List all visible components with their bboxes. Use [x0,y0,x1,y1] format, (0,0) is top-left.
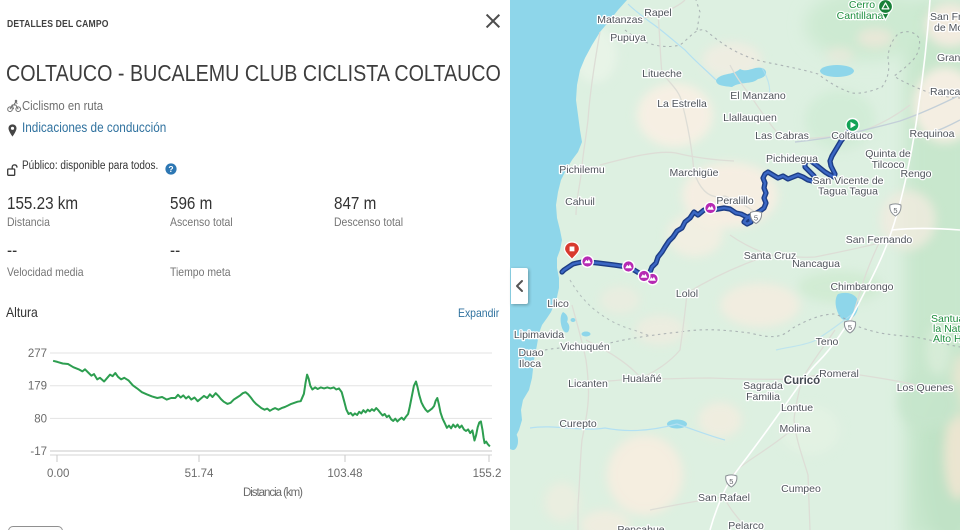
svg-text:155.2: 155.2 [473,468,502,480]
svg-text:Nancagua: Nancagua [792,258,840,270]
svg-text:San Vicente de: San Vicente de [812,175,883,187]
svg-text:Lipimavida: Lipimavida [514,329,564,341]
svg-text:80: 80 [34,413,47,425]
svg-text:Tagua Tagua: Tagua Tagua [818,186,878,198]
svg-text:Curepto: Curepto [559,418,597,430]
svg-text:Chimbarongo: Chimbarongo [830,281,893,293]
svg-text:Pencahue: Pencahue [617,524,664,530]
svg-text:Rancagu: Rancagu [930,86,960,98]
svg-text:Santa Cruz: Santa Cruz [744,250,797,262]
svg-text:Cahuil: Cahuil [565,196,595,208]
svg-text:la Natu: la Natu [933,323,960,335]
svg-text:San Fra: San Fra [930,11,960,23]
svg-text:La Estrella: La Estrella [657,98,707,110]
svg-text:Tilcoco: Tilcoco [872,159,905,171]
svg-text:103.48: 103.48 [327,468,362,480]
svg-text:Molina: Molina [780,423,811,435]
svg-text:Matanzas: Matanzas [597,14,643,26]
svg-text:Iloca: Iloca [519,358,541,370]
svg-text:Las Cabras: Las Cabras [755,130,809,142]
svg-text:5: 5 [754,213,758,222]
svg-text:Duao: Duao [518,347,543,359]
svg-text:179: 179 [28,381,47,393]
svg-text:?: ? [168,164,173,174]
svg-text:Marchigüe: Marchigüe [669,167,718,179]
svg-text:Santua: Santua [931,313,960,325]
svg-text:Sagrada: Sagrada [743,380,783,392]
svg-text:El Manzano: El Manzano [730,90,786,102]
svg-text:-17: -17 [30,446,47,458]
svg-text:Rapel: Rapel [644,7,671,19]
svg-text:Alto H: Alto H [933,333,960,345]
svg-text:5: 5 [848,323,852,332]
svg-text:5: 5 [893,206,897,215]
svg-text:Peralillo: Peralillo [716,195,754,207]
svg-text:Llico: Llico [547,298,569,310]
svg-text:Quinta de: Quinta de [865,148,911,160]
svg-text:Lontue: Lontue [781,402,813,414]
svg-text:Pichilemu: Pichilemu [559,164,605,176]
svg-text:Granero: Granero [937,52,960,64]
svg-text:Teno: Teno [816,336,839,348]
svg-text:Cantillana: Cantillana [837,10,884,22]
svg-text:Hualañé: Hualañé [622,373,661,385]
svg-text:Llallauquen: Llallauquen [723,112,777,124]
svg-text:Rengo: Rengo [901,168,932,180]
svg-text:Coltauco: Coltauco [831,130,873,142]
svg-text:de Mo: de Mo [934,22,960,34]
svg-text:Licanten: Licanten [568,378,608,390]
svg-text:Cerro: Cerro [849,0,875,11]
svg-text:Pichidegua: Pichidegua [766,153,818,165]
svg-text:Distancia (km): Distancia (km) [243,487,303,499]
svg-text:Lolol: Lolol [676,288,698,300]
svg-text:Familia: Familia [746,391,780,403]
svg-text:Vichuquén: Vichuquén [560,341,610,353]
svg-text:San Rafael: San Rafael [698,492,750,504]
svg-text:Pelarco: Pelarco [728,520,764,530]
svg-text:277: 277 [28,348,47,360]
svg-text:Curicó: Curicó [784,375,820,387]
svg-text:0.00: 0.00 [47,468,69,480]
svg-text:San Fernando: San Fernando [846,234,913,246]
svg-text:51.74: 51.74 [185,468,214,480]
svg-text:Los Quenes: Los Quenes [897,382,954,394]
svg-text:Requinoa: Requinoa [910,128,955,140]
svg-text:Romeral: Romeral [819,368,859,380]
svg-text:Litueche: Litueche [642,68,682,80]
svg-text:Cumpeo: Cumpeo [781,483,821,495]
svg-text:5: 5 [729,477,733,486]
svg-text:Pupuya: Pupuya [610,32,646,44]
